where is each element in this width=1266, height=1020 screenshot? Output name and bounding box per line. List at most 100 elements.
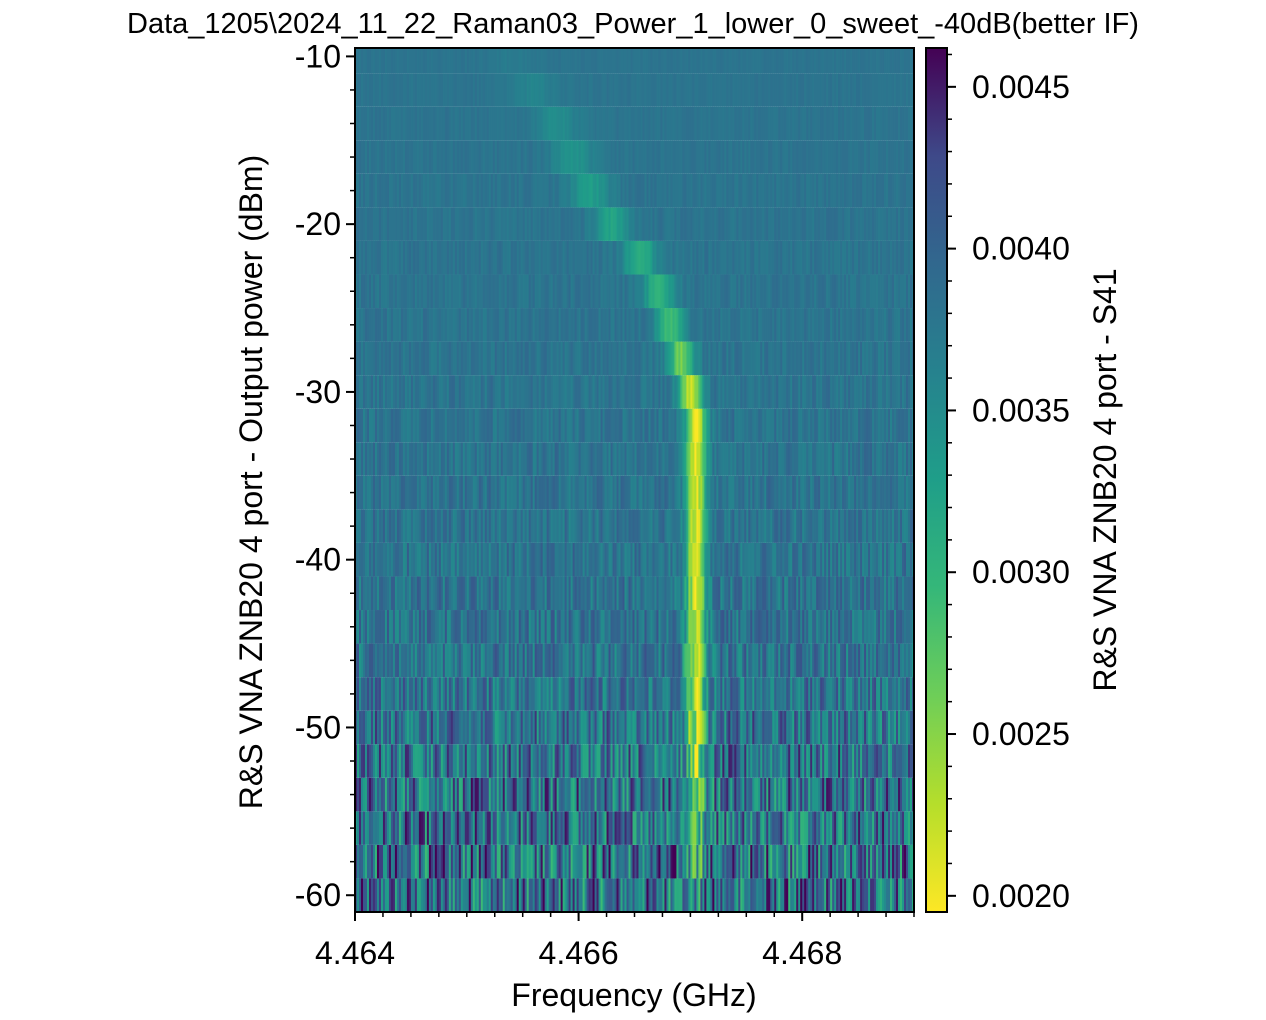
heatmap-cell (378, 576, 382, 611)
heatmap-cell (542, 710, 546, 745)
heatmap-cell (870, 408, 873, 443)
heatmap-cell (884, 542, 887, 577)
heatmap-cell (512, 341, 516, 376)
heatmap-cell (380, 308, 384, 342)
heatmap-cell (784, 542, 787, 577)
heatmap-cell (428, 777, 432, 812)
heatmap-cell (440, 710, 444, 745)
heatmap-cell (582, 744, 585, 778)
heatmap-cell (860, 509, 863, 543)
heatmap-cell (702, 475, 705, 510)
heatmap-cell (614, 643, 617, 678)
heatmap-cell (730, 744, 733, 778)
heatmap-cell (466, 610, 470, 644)
heatmap-cell (682, 542, 685, 577)
heatmap-cell (686, 777, 689, 812)
heatmap-cell (394, 643, 398, 678)
heatmap-cell (848, 744, 851, 778)
heatmap-cell (690, 844, 693, 879)
heatmap-cell (752, 542, 755, 577)
heatmap-cell (410, 677, 414, 711)
heatmap-cell (756, 308, 759, 342)
heatmap-cell (548, 643, 552, 678)
heatmap-cell (470, 475, 474, 510)
heatmap-cell (392, 777, 396, 812)
heatmap-cell (752, 308, 755, 342)
heatmap-cell (470, 308, 474, 342)
heatmap-cell (574, 341, 578, 376)
heatmap-cell (892, 777, 895, 812)
heatmap-cell (360, 744, 364, 778)
heatmap-cell (558, 643, 562, 678)
heatmap-cell (680, 811, 683, 845)
heatmap-cell (474, 878, 478, 912)
heatmap-cell (786, 811, 789, 845)
heatmap-cell (808, 811, 811, 845)
heatmap-cell (548, 341, 552, 376)
heatmap-cell (718, 777, 721, 812)
heatmap-cell (458, 710, 462, 745)
heatmap-cell (636, 610, 639, 644)
heatmap-cell (788, 542, 791, 577)
heatmap-cell (462, 744, 466, 778)
heatmap-cell (526, 643, 530, 678)
heatmap-cell (806, 610, 809, 644)
heatmap-cell (610, 744, 613, 778)
heatmap-cell (814, 408, 817, 443)
heatmap-cell (534, 710, 538, 745)
heatmap-cell (630, 576, 633, 611)
heatmap-cell (786, 442, 789, 476)
heatmap-cell (684, 542, 687, 577)
heatmap-cell (362, 341, 366, 376)
heatmap-cell (882, 576, 885, 611)
heatmap-cell (542, 844, 546, 879)
heatmap-cell (770, 710, 773, 745)
heatmap-cell (644, 475, 647, 510)
heatmap-cell (628, 643, 631, 678)
heatmap-cell (512, 878, 516, 912)
heatmap-cell (860, 408, 863, 443)
heatmap-cell (596, 610, 599, 644)
heatmap-cell (820, 777, 823, 812)
heatmap-cell (576, 844, 579, 879)
heatmap-cell (782, 308, 785, 342)
heatmap-cell (648, 375, 651, 409)
heatmap-cell (494, 408, 498, 443)
heatmap-cell (538, 878, 542, 912)
heatmap-cell (824, 643, 827, 678)
heatmap-cell (846, 442, 849, 476)
heatmap-cell (414, 308, 418, 342)
heatmap-cell (634, 308, 637, 342)
heatmap-cell (444, 341, 448, 376)
heatmap-cell (520, 475, 524, 510)
heatmap-cell (696, 442, 699, 476)
heatmap-cell (396, 442, 400, 476)
heatmap-cell (854, 744, 857, 778)
heatmap-cell (674, 610, 677, 644)
heatmap-cell (466, 475, 470, 510)
heatmap-cell (614, 308, 617, 342)
heatmap-cell (678, 375, 681, 409)
heatmap-cell (542, 576, 546, 611)
heatmap-cell (752, 341, 755, 376)
heatmap-cell (684, 844, 687, 879)
heatmap-cell (686, 542, 689, 577)
heatmap-cell (550, 475, 554, 510)
heatmap-cell (466, 844, 470, 879)
heatmap-cell (704, 442, 707, 476)
heatmap-cell (702, 308, 705, 342)
heatmap-cell (390, 710, 394, 745)
heatmap-cell (768, 844, 771, 879)
heatmap-cell (520, 341, 524, 376)
heatmap-cell (662, 643, 665, 678)
heatmap-cell (376, 610, 380, 644)
heatmap-cell (448, 408, 452, 443)
heatmap-cell (776, 811, 779, 845)
heatmap-cell (574, 308, 578, 342)
heatmap-cell (432, 844, 436, 879)
heatmap-cell (790, 542, 793, 577)
heatmap-cell (872, 878, 875, 912)
heatmap-cell (786, 341, 789, 376)
heatmap-cell (890, 509, 893, 543)
heatmap-cell (804, 576, 807, 611)
